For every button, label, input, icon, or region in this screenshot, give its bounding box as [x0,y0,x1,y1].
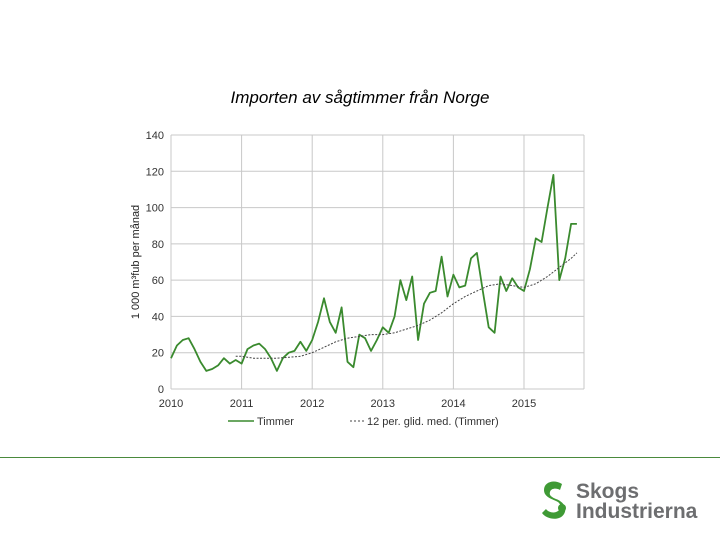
x-tick-label: 2012 [300,398,324,410]
series-line-timmer [170,173,577,372]
footer-divider [0,457,720,458]
y-tick-label: 140 [146,130,164,142]
x-tick-label: 2011 [230,398,254,410]
x-tick-label: 2014 [441,398,465,410]
y-tick-label: 120 [146,166,164,178]
logo-s-mark-icon [542,481,566,519]
y-tick-label: 20 [152,348,164,360]
chart-axes: 0 20 40 60 80 100 120 140 2010 2011 2012 2013 2014 20… [146,130,537,410]
x-tick-label: 2010 [159,398,183,410]
series-line-moving-average [235,252,578,359]
y-tick-label: 60 [152,275,164,287]
logo-text-line2: Industrierna [576,500,698,523]
line-chart: 0 20 40 60 80 100 120 140 2010 2011 2012 2013 2014 20… [130,130,585,428]
logo-text-line1: Skogs [576,480,639,503]
chart-series [170,173,578,372]
chart-grid [170,134,585,390]
y-tick-label: 0 [158,384,164,396]
x-tick-label: 2013 [371,398,395,410]
legend-label-avg: 12 per. glid. med. (Timmer) [367,416,499,428]
slide-title: Importen av sågtimmer från Norge [230,88,490,107]
y-tick-label: 100 [146,203,164,215]
chart-legend: Timmer 12 per. glid. med. (Timmer) [228,416,499,428]
y-axis-label: 1 000 m³fub per månad [130,205,142,319]
y-tick-label: 80 [152,239,164,251]
skogsindustrierna-logo: Skogs Industrierna [542,480,698,523]
x-tick-label: 2015 [512,398,536,410]
logo-dot-icon [558,504,566,512]
y-tick-label: 40 [152,311,164,323]
legend-label-timmer: Timmer [257,416,294,428]
